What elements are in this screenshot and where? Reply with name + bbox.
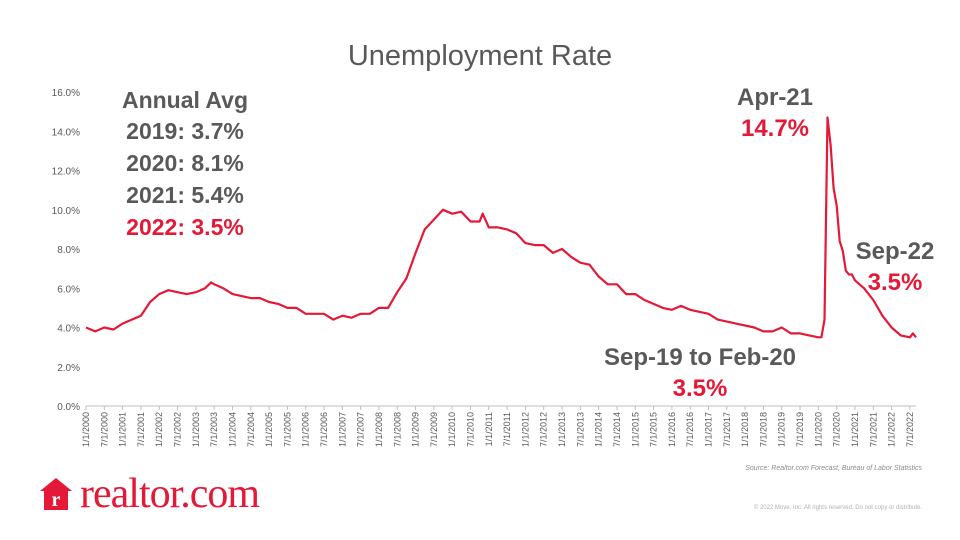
x-tick-label: 1/1/2001 xyxy=(118,412,128,447)
x-tick-label: 7/1/2020 xyxy=(832,412,842,447)
x-tick-label: 1/1/2010 xyxy=(447,412,457,447)
x-tick-label: 7/1/2003 xyxy=(209,412,219,447)
x-tick-label: 1/1/2000 xyxy=(81,412,91,447)
x-tick-label: 1/1/2007 xyxy=(337,412,347,447)
x-tick-label: 7/1/2016 xyxy=(685,412,695,447)
x-tick-label: 7/1/2000 xyxy=(99,412,109,447)
annual-avg-2020: 2020: 8.1% xyxy=(126,150,244,176)
x-tick-label: 1/1/2018 xyxy=(740,412,750,447)
x-tick-label: 7/1/2001 xyxy=(136,412,146,447)
peak-value: 14.7% xyxy=(740,115,810,142)
annual-avg-2021: 2021: 5.4% xyxy=(126,182,244,208)
x-tick-label: 7/1/2009 xyxy=(429,412,439,447)
y-tick-label: 12.0% xyxy=(52,167,80,178)
y-tick-label: 4.0% xyxy=(57,324,80,335)
x-tick-label: 1/1/2016 xyxy=(667,412,677,447)
source-note: Source: Realtor.com Forecast, Bureau of … xyxy=(745,465,922,472)
copyright-note: © 2022 Move, Inc. All rights reserved. D… xyxy=(753,505,922,511)
x-tick-label: 7/1/2005 xyxy=(282,412,292,447)
x-tick-label: 1/1/2005 xyxy=(264,412,274,447)
x-tick-label: 1/1/2014 xyxy=(594,412,604,447)
x-tick-label: 1/1/2004 xyxy=(227,412,237,447)
x-tick-label: 1/1/2015 xyxy=(630,412,640,447)
annual-avg-2019: 2019: 3.7% xyxy=(126,118,244,144)
x-tick-label: 7/1/2012 xyxy=(539,412,549,447)
y-tick-label: 10.0% xyxy=(52,206,80,217)
x-tick-label: 1/1/2020 xyxy=(813,412,823,447)
y-tick-label: 6.0% xyxy=(57,284,80,295)
latest-label: Sep-22 xyxy=(855,238,935,265)
x-tick-label: 7/1/2017 xyxy=(722,412,732,447)
x-tick-label: 7/1/2010 xyxy=(465,412,475,447)
x-tick-label: 7/1/2019 xyxy=(795,412,805,447)
low-label: Sep-19 to Feb-20 xyxy=(603,344,797,371)
x-tick-label: 7/1/2006 xyxy=(319,412,329,447)
x-tick-label: 7/1/2007 xyxy=(356,412,366,447)
x-tick-label: 1/1/2009 xyxy=(411,412,421,447)
x-tick-label: 1/1/2006 xyxy=(301,412,311,447)
annual-avg-title: Annual Avg xyxy=(121,87,249,113)
x-tick-label: 7/1/2021 xyxy=(868,412,878,447)
x-tick-label: 1/1/2012 xyxy=(520,412,530,447)
x-tick-label: 7/1/2018 xyxy=(758,412,768,447)
chart-ticks: 0.0% 2.0% 4.0% 6.0% 8.0% 10.0% 12.0% 14.0% 16.0%… xyxy=(52,88,915,447)
low-value: 3.5% xyxy=(672,375,728,402)
series-line xyxy=(85,116,917,339)
x-tick-label: 7/1/2008 xyxy=(392,412,402,447)
x-tick-label: 7/1/2004 xyxy=(246,412,256,447)
x-tick-label: 1/1/2008 xyxy=(374,412,384,447)
x-tick-label: 7/1/2015 xyxy=(649,412,659,447)
x-tick-label: 1/1/2013 xyxy=(557,412,567,447)
x-tick-label: 1/1/2022 xyxy=(887,412,897,447)
x-tick-label: 7/1/2014 xyxy=(612,412,622,447)
x-tick-label: 1/1/2002 xyxy=(154,412,164,447)
latest-value: 3.5% xyxy=(867,269,923,296)
y-tick-label: 14.0% xyxy=(52,127,80,138)
x-tick-label: 1/1/2011 xyxy=(484,412,494,446)
x-tick-label: 1/1/2019 xyxy=(777,412,787,447)
x-tick-label: 7/1/2013 xyxy=(575,412,585,447)
y-tick-label: 2.0% xyxy=(57,363,80,374)
logo-text: realtor.com xyxy=(80,471,260,517)
house-icon: r xyxy=(40,478,72,511)
chart-series xyxy=(85,116,917,339)
chart-title: Unemployment Rate xyxy=(347,40,613,72)
peak-label: Apr-21 xyxy=(736,84,814,111)
x-tick-label: 7/1/2002 xyxy=(173,412,183,447)
x-tick-label: 1/1/2017 xyxy=(704,412,714,447)
x-tick-label: 7/1/2022 xyxy=(905,412,915,447)
x-tick-label: 1/1/2021 xyxy=(850,412,860,447)
y-tick-label: 0.0% xyxy=(57,402,80,413)
realtor-logo: r realtor.com xyxy=(38,471,260,517)
y-tick-label: 16.0% xyxy=(52,88,80,99)
x-tick-label: 7/1/2011 xyxy=(502,412,512,446)
logo-mark: r xyxy=(52,489,61,511)
x-tick-label: 1/1/2003 xyxy=(191,412,201,447)
y-tick-label: 8.0% xyxy=(57,245,80,256)
annual-avg-2022: 2022: 3.5% xyxy=(126,214,244,240)
